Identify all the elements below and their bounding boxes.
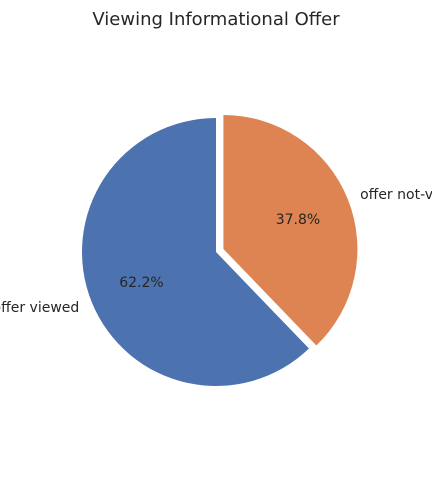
slice-label: offer viewed — [0, 300, 79, 316]
pie-slice-offer-not-viewed — [223, 115, 358, 346]
chart-title: Viewing Informational Offer — [92, 9, 340, 30]
slice-percentage-label: 37.8% — [276, 212, 320, 228]
pie-slice-offer-viewed — [82, 118, 309, 387]
pie-labels: offer viewed 62.2% offer not-viewed 37.8% — [0, 187, 432, 316]
slice-label: offer not-viewed — [360, 187, 432, 203]
pie-slices — [82, 115, 358, 387]
slice-percentage-label: 62.2% — [119, 275, 163, 291]
